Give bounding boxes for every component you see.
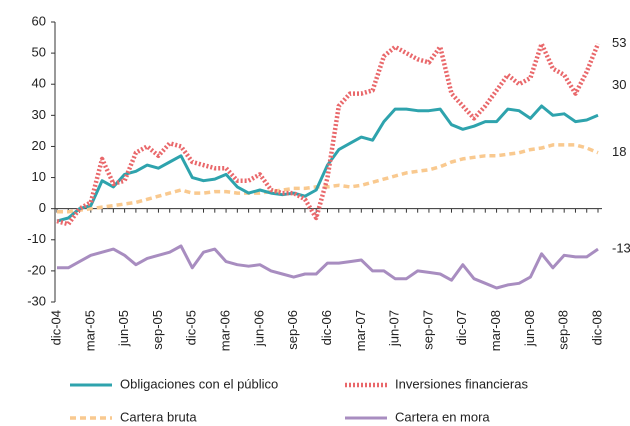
legend-label: Inversiones financieras (395, 376, 528, 391)
legend-label: Cartera en mora (395, 409, 490, 424)
series-line (56, 41, 601, 227)
x-tick-label: dic-07 (454, 310, 469, 345)
x-tick-label: sep-07 (420, 310, 435, 350)
end-label: 53 (612, 35, 626, 50)
x-tick-label: jun-05 (116, 310, 131, 347)
y-tick-label: -10 (27, 231, 46, 246)
end-label: -13 (612, 241, 630, 256)
x-tick-label: mar-07 (353, 310, 368, 351)
y-tick-label: 50 (32, 45, 46, 60)
x-tick-label: jun-06 (251, 310, 266, 347)
legend-label: Obligaciones con el público (120, 376, 278, 391)
y-tick-label: 60 (32, 13, 46, 28)
x-tick-label: mar-08 (488, 310, 503, 351)
x-tick-label: dic-08 (589, 310, 604, 345)
series-line (57, 244, 599, 290)
series-line (57, 143, 599, 214)
x-tick-label: sep-08 (556, 310, 571, 350)
y-tick-label: 30 (32, 107, 46, 122)
y-tick-label: -20 (27, 262, 46, 277)
y-tick-label: -30 (27, 293, 46, 308)
legend-label: Cartera bruta (120, 409, 197, 424)
x-tick-label: dic-04 (48, 310, 63, 345)
y-tick-label: 20 (32, 138, 46, 153)
end-label: 18 (612, 144, 626, 159)
x-tick-label: jun-07 (387, 310, 402, 347)
x-tick-label: dic-06 (319, 310, 334, 345)
y-tick-label: 0 (39, 200, 46, 215)
y-tick-label: 40 (32, 76, 46, 91)
x-tick-label: mar-05 (82, 310, 97, 351)
end-label: 30 (612, 77, 626, 92)
y-tick-label: 10 (32, 169, 46, 184)
x-tick-label: dic-05 (184, 310, 199, 345)
x-tick-label: jun-08 (522, 310, 537, 347)
x-tick-label: sep-05 (150, 310, 165, 350)
x-tick-label: sep-06 (285, 310, 300, 350)
x-tick-label: mar-06 (218, 310, 233, 351)
